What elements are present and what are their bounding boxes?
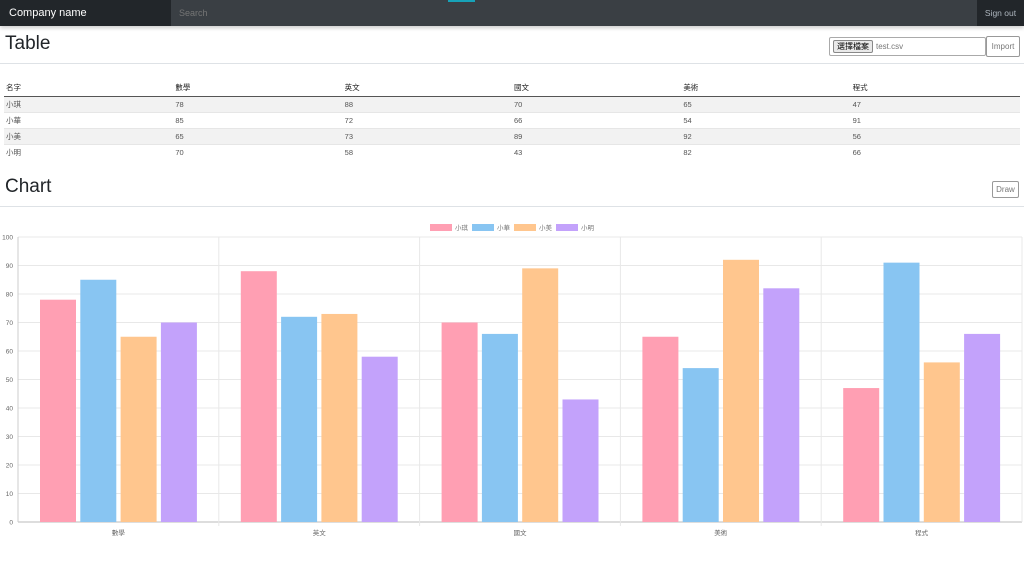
y-tick-label: 80	[6, 292, 14, 299]
divider	[0, 63, 1024, 64]
bar[interactable]	[522, 268, 559, 522]
chart-title: Chart	[5, 176, 52, 197]
bar[interactable]	[481, 333, 518, 522]
table-cell: 88	[342, 95, 512, 112]
x-tick-label: 美術	[714, 528, 728, 537]
legend-swatch	[472, 224, 494, 231]
column-header[interactable]: 國文	[511, 80, 682, 97]
y-tick-label: 40	[6, 406, 14, 413]
sign-out-link[interactable]: Sign out	[977, 0, 1024, 26]
bar[interactable]	[883, 262, 920, 522]
table-cell: 70	[511, 95, 682, 112]
y-tick-label: 100	[2, 235, 13, 242]
y-tick-label: 60	[6, 349, 14, 356]
bar[interactable]	[562, 399, 599, 522]
table-cell: 小明	[4, 143, 174, 160]
table-cell: 65	[681, 95, 851, 112]
table-cell: 72	[342, 111, 512, 128]
table-cell: 小琪	[4, 95, 174, 112]
bar[interactable]	[240, 271, 277, 522]
table-cell: 73	[342, 127, 512, 144]
y-tick-label: 70	[6, 320, 14, 327]
legend-label[interactable]: 小美	[539, 223, 553, 232]
brand[interactable]: Company name	[0, 0, 171, 26]
bar[interactable]	[120, 336, 157, 522]
bar[interactable]	[361, 356, 398, 522]
x-tick-label: 數學	[112, 528, 126, 537]
bar[interactable]	[843, 388, 880, 522]
table-cell: 66	[511, 111, 682, 128]
search-input[interactable]	[171, 0, 977, 26]
x-tick-label: 國文	[514, 528, 528, 537]
legend-label[interactable]: 小華	[497, 223, 511, 232]
column-header[interactable]: 程式	[850, 80, 1020, 97]
bar[interactable]	[441, 322, 478, 523]
table-title: Table	[5, 33, 51, 54]
table-row: 小華 85 72 66 54 91	[4, 111, 1020, 128]
table-cell: 89	[511, 127, 682, 144]
bar[interactable]	[763, 288, 800, 522]
y-tick-label: 50	[6, 377, 14, 384]
table-cell: 56	[850, 127, 1020, 144]
table-cell: 58	[342, 143, 512, 160]
y-tick-label: 10	[6, 491, 14, 498]
table-cell: 70	[173, 143, 343, 160]
y-tick-label: 0	[9, 520, 13, 527]
column-header[interactable]: 數學	[173, 80, 343, 97]
table-cell: 92	[681, 127, 851, 144]
file-name: test.csv	[876, 42, 904, 51]
bar[interactable]	[723, 259, 759, 522]
table-cell: 82	[681, 143, 851, 160]
table-row: 小明 70 58 43 82 66	[4, 143, 1020, 160]
x-tick-label: 英文	[313, 528, 327, 537]
bar[interactable]	[40, 299, 76, 522]
column-header[interactable]: 英文	[342, 80, 512, 97]
bar[interactable]	[160, 322, 197, 523]
y-tick-label: 90	[6, 263, 14, 270]
table-cell: 91	[850, 111, 1020, 128]
import-button[interactable]: Import	[986, 36, 1020, 57]
table-cell: 47	[850, 95, 1020, 112]
table-cell: 43	[511, 143, 682, 160]
x-tick-label: 程式	[915, 528, 929, 537]
legend-swatch	[514, 224, 536, 231]
draw-button[interactable]: Draw	[992, 181, 1019, 198]
bar[interactable]	[642, 336, 679, 522]
bar[interactable]	[923, 362, 960, 522]
scores-table: 名字 數學 英文 國文 美術 程式 小琪 78 88 70 65 47 小華 85 72 66 54 91 小美 6…	[4, 80, 1020, 160]
column-header[interactable]: 美術	[681, 80, 851, 97]
table-cell: 54	[681, 111, 851, 128]
legend-swatch	[556, 224, 578, 231]
bar[interactable]	[321, 313, 358, 522]
table-cell: 小美	[4, 127, 174, 144]
table-row: 小琪 78 88 70 65 47	[4, 95, 1020, 112]
column-header[interactable]: 名字	[4, 80, 174, 97]
choose-file-button[interactable]: 選擇檔案	[833, 40, 873, 53]
y-tick-label: 30	[6, 434, 14, 441]
table-cell: 66	[850, 143, 1020, 160]
legend-label[interactable]: 小琪	[455, 223, 469, 232]
top-navbar: Company name Sign out	[0, 0, 1024, 26]
table-cell: 小華	[4, 111, 174, 128]
y-tick-label: 20	[6, 463, 14, 470]
legend-label[interactable]: 小明	[581, 223, 595, 232]
table-row: 小美 65 73 89 92 56	[4, 127, 1020, 144]
table-cell: 65	[173, 127, 343, 144]
bar[interactable]	[80, 279, 117, 522]
table-cell: 78	[173, 95, 343, 112]
progress-indicator	[448, 0, 475, 2]
bar-chart: 0 10 20 30 40 50 60 70 80 90 100 數學 英文 國文 美術 程式 小琪 小華 小美 小明	[2, 223, 1023, 537]
divider	[0, 206, 1024, 207]
bar[interactable]	[964, 333, 1001, 522]
file-input[interactable]: 選擇檔案 test.csv	[829, 37, 986, 56]
legend-swatch	[430, 224, 452, 231]
bar[interactable]	[682, 368, 719, 522]
table-cell: 85	[173, 111, 343, 128]
bar[interactable]	[281, 316, 318, 522]
